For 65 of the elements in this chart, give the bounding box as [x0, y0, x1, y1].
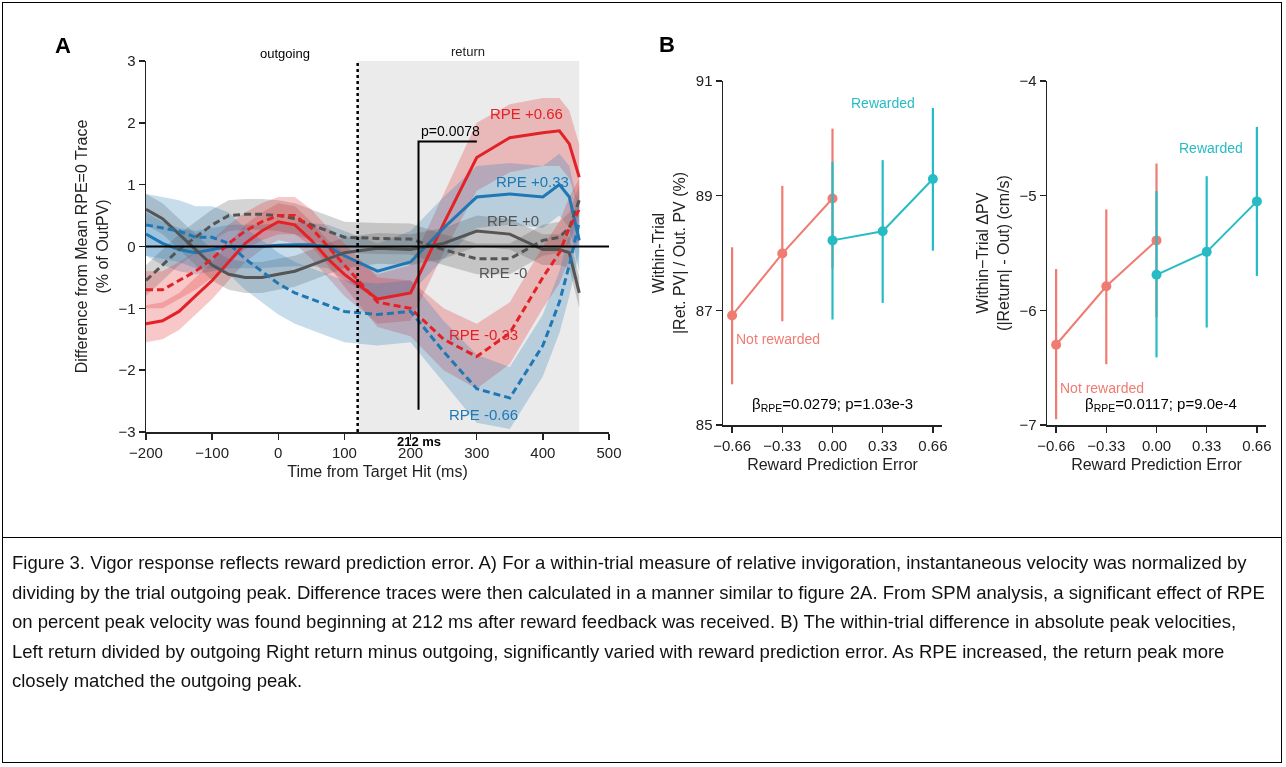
- point: [1151, 269, 1162, 280]
- x-tick-label: 0.33: [1192, 436, 1222, 454]
- x-tick-label: −100: [195, 443, 230, 461]
- x-tick-label: −0.33: [1087, 436, 1126, 454]
- text: A: [55, 33, 71, 58]
- y-tick-label: 3: [127, 52, 136, 70]
- y-tick-label: −6: [1019, 301, 1037, 319]
- x-tick-label: 0.33: [868, 436, 898, 454]
- x-tick-label: 300: [464, 443, 490, 461]
- x-tick-label: −0.66: [1037, 436, 1076, 454]
- y-tick-label: −5: [1019, 186, 1037, 204]
- y-tick-label: −4: [1019, 72, 1037, 90]
- series-label: Not rewarded: [736, 331, 821, 347]
- series-label: RPE +0.66: [490, 105, 563, 122]
- y-tick-label: 91: [695, 72, 713, 90]
- annotation: outgoing: [260, 46, 310, 61]
- point: [877, 226, 888, 237]
- annotation: β$_{RPE}$=0.0117; p=9.0e-4: [1085, 395, 1237, 415]
- x-tick-label: −200: [129, 443, 163, 461]
- y-axis-title: Within-Trial |Ret. PV| / Out. PV (%): [650, 171, 688, 335]
- text: B: [659, 32, 675, 57]
- y-axis-title: Difference from Mean RPE=0 Trace (% of OutPV): [72, 119, 111, 374]
- y-tick-label: 0: [127, 237, 136, 255]
- y-tick-label: −1: [118, 299, 136, 317]
- x-tick-label: 0.00: [817, 436, 848, 454]
- annotation: β$_{RPE}$=0.0279; p=1.03e-3: [752, 395, 914, 415]
- y-tick-label: −2: [118, 361, 136, 379]
- x-tick-label: 100: [331, 443, 357, 461]
- y-tick-label: 87: [695, 301, 713, 319]
- legend-label: Not rewarded: [1060, 380, 1145, 396]
- y-tick-label: −7: [1019, 416, 1037, 434]
- annotation: p=0.0078: [421, 123, 480, 139]
- y-tick-label: −3: [118, 423, 136, 441]
- y-axis-title: Within−Trial ΔPV (|Return| - Out) (cm/s): [973, 175, 1012, 331]
- band-label: return: [451, 44, 485, 59]
- y-tick-label: 1: [127, 175, 136, 193]
- x-axis-title: Time from Target Hit (ms): [287, 462, 468, 480]
- y-tick-label: 2: [127, 114, 136, 132]
- x-tick-label: 0.66: [1242, 436, 1272, 454]
- point: [827, 235, 838, 246]
- x-tick-label: 500: [596, 443, 622, 461]
- point: [927, 174, 938, 185]
- x-tick-label: 0: [274, 443, 283, 461]
- x-tick-label: 0.66: [918, 436, 948, 454]
- x-tick-label: 0.00: [1141, 436, 1172, 454]
- caption: Figure 3. Vigor response reflects reward prediction error. A) For a within-trial measure of relative invigoration, instantaneous velocity was normalized by dividing by the trial outgoing peak. Difference traces were then calculated in a manner similar to figure 2A. From SPM analysis, a significant effect of RPE on percent peak velocity was found beginning at 212 ms after reward feedback was received. B) The within-trial difference in absolute peak velocities, Left return divided by outgoing Right return minus outgoing, significantly varied with reward prediction error. As RPE increased, the return peak more closely matched the outgoing peak.: [12, 551, 1266, 693]
- y-tick-label: 85: [695, 416, 713, 434]
- series-label: RPE -0: [479, 264, 528, 281]
- x-tick-label: −0.66: [713, 436, 752, 454]
- point: [1201, 246, 1212, 257]
- y-tick-label: 89: [695, 186, 713, 204]
- series-label: RPE +0: [487, 212, 540, 229]
- point: [727, 310, 738, 321]
- legend-label: Rewarded: [851, 95, 915, 111]
- point: [1101, 281, 1112, 292]
- x-axis-title: Reward Prediction Error: [747, 455, 919, 473]
- x-axis-title: Reward Prediction Error: [1071, 455, 1243, 473]
- point: [1251, 196, 1262, 207]
- series-label: RPE -0.66: [449, 406, 519, 423]
- text: Rewarded: [1179, 140, 1243, 156]
- x-tick-label: 400: [530, 443, 556, 461]
- point: [777, 248, 788, 259]
- point: [1051, 339, 1062, 350]
- x-tick-label: −0.33: [763, 436, 802, 454]
- ref-line-label: 212 ms: [397, 434, 442, 449]
